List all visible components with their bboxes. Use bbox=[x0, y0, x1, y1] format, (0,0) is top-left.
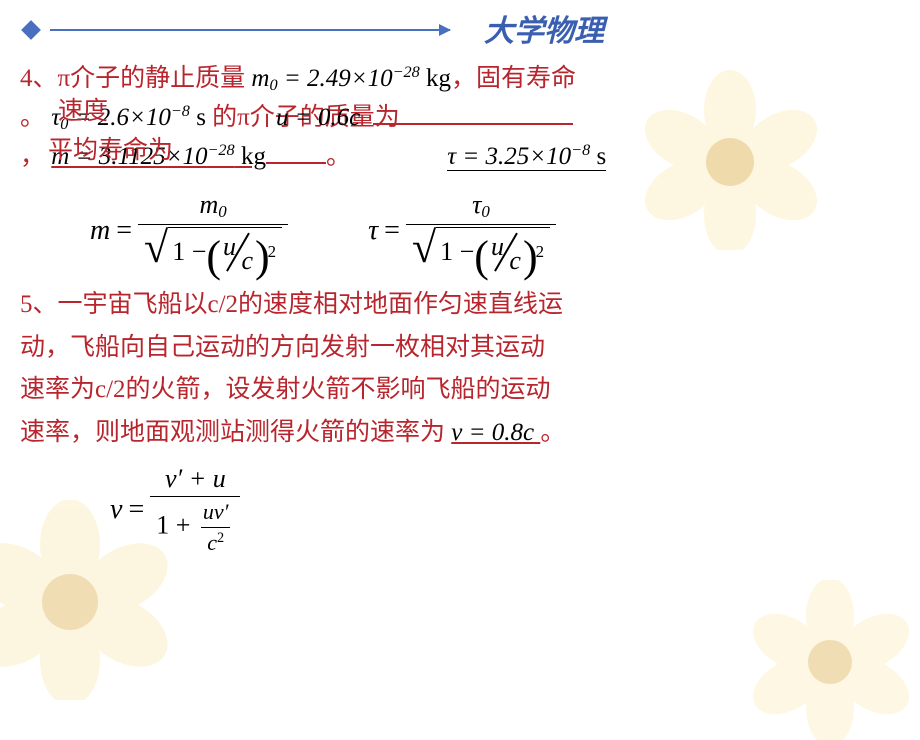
p4-bullet: 。 bbox=[20, 104, 45, 131]
slide-header: 大学物理 bbox=[24, 12, 896, 48]
flower-decoration bbox=[750, 580, 910, 740]
p4-period: 。 bbox=[326, 143, 351, 170]
p4-formulas: m = m0 √ 1 − ( uc )2 bbox=[90, 190, 900, 272]
p4-overlap-speed: 速度 bbox=[58, 93, 108, 132]
p5-line1: 一宇宙飞船以c/2的速度相对地面作匀速直线运 bbox=[58, 291, 564, 318]
arrow-line bbox=[50, 29, 450, 31]
p4-formula-tau: τ = τ0 √ 1 − ( uc )2 bbox=[368, 190, 556, 272]
p4-overlap-life: 平均寿命为 bbox=[48, 132, 173, 171]
p4-comma: ， bbox=[20, 143, 45, 170]
p5-line3: 速率为c/2的火箭，设发射火箭不影响飞船的运动 bbox=[20, 369, 900, 412]
p4-m0: m0 = 2.49×10−28 kg bbox=[251, 65, 451, 92]
p5-line2: 动，飞船向自己运动的方向发射一枚相对其运动 bbox=[20, 327, 900, 370]
p4-label: 4、 bbox=[20, 65, 58, 92]
p4-text-a: π介子的静止质量 bbox=[58, 65, 246, 92]
p5-answer: v = 0.8c bbox=[451, 419, 540, 446]
p5-label: 5、 bbox=[20, 291, 58, 318]
header-title: 大学物理 bbox=[484, 6, 604, 50]
problem-4: 4、π介子的静止质量 m0 = 2.49×10−28 kg，固有寿命 。 τ0 … bbox=[20, 60, 900, 272]
slide-content: 4、π介子的静止质量 m0 = 2.49×10−28 kg，固有寿命 。 τ0 … bbox=[20, 60, 900, 556]
problem-5: 5、一宇宙飞船以c/2的速度相对地面作匀速直线运 动，飞船向自己运动的方向发射一… bbox=[20, 284, 900, 556]
p4-blank-2 bbox=[266, 162, 326, 164]
p5-line4: 速率，则地面观测站测得火箭的速率为 bbox=[20, 419, 445, 446]
p4-tau-ans: τ = 3.25×10−8 s bbox=[447, 143, 606, 171]
p4-formula-m: m = m0 √ 1 − ( uc )2 bbox=[90, 190, 288, 272]
p4-blank-1 bbox=[373, 123, 573, 125]
p4-u: u = 0.6c bbox=[276, 104, 360, 131]
diamond-icon bbox=[21, 20, 41, 40]
p5-period: 。 bbox=[540, 419, 565, 446]
p5-formula: v = v′ + u 1 + uv′ c2 bbox=[110, 464, 240, 556]
p4-post-m0: ，固有寿命 bbox=[451, 65, 576, 92]
